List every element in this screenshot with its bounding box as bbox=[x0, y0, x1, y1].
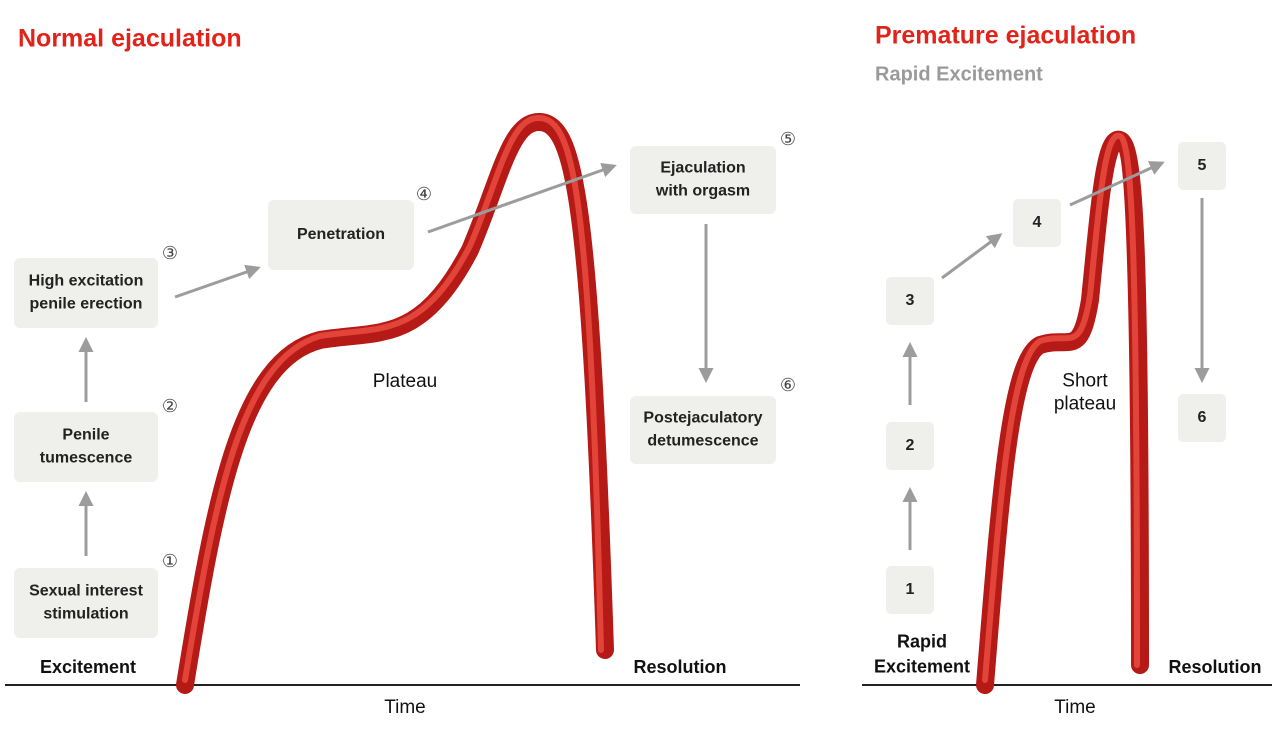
step-marker: ④ bbox=[416, 184, 432, 204]
step-box bbox=[14, 258, 158, 328]
start-label-line: Excitement bbox=[40, 657, 136, 677]
step-number: 1 bbox=[906, 581, 915, 598]
step-label-line: with orgasm bbox=[655, 183, 750, 200]
curve-label: Plateau bbox=[373, 371, 437, 392]
end-label: Resolution bbox=[634, 657, 727, 677]
step-box bbox=[886, 422, 934, 470]
step-box bbox=[268, 200, 414, 270]
step-label-line: Penile bbox=[62, 427, 109, 444]
axis-label: Time bbox=[384, 697, 426, 718]
step-box bbox=[1013, 199, 1061, 247]
start-label: Rapid Excitement bbox=[874, 631, 970, 676]
curve-label-line: plateau bbox=[1054, 394, 1116, 415]
step-number: 5 bbox=[1198, 157, 1207, 174]
step-number: 4 bbox=[1033, 214, 1042, 231]
end-label: Resolution bbox=[1169, 657, 1262, 677]
arrows bbox=[78, 161, 1210, 556]
step-marker: ⑤ bbox=[780, 129, 796, 149]
step-number: 6 bbox=[1198, 409, 1207, 426]
start-label-line: Rapid bbox=[897, 631, 947, 651]
step-marker: ⑥ bbox=[780, 375, 796, 395]
step-number: 3 bbox=[906, 292, 915, 309]
step-label: High excitation penile erection bbox=[29, 273, 144, 313]
step-box bbox=[14, 568, 158, 638]
step-box bbox=[14, 412, 158, 482]
step-label-line: Sexual interest bbox=[29, 583, 144, 600]
step-number: 2 bbox=[906, 437, 915, 454]
step-label-line: High excitation bbox=[29, 273, 144, 290]
step-label-line: penile erection bbox=[30, 296, 143, 313]
curve-label-line: Short bbox=[1062, 371, 1108, 392]
step-box bbox=[886, 566, 934, 614]
step-box bbox=[1178, 394, 1226, 442]
right-subtitle: Rapid Excitement bbox=[875, 63, 1043, 85]
start-label-line: Excitement bbox=[874, 656, 970, 676]
step-box bbox=[630, 146, 776, 214]
step-label-line: tumescence bbox=[40, 450, 133, 467]
step-label-line: Ejaculation bbox=[660, 160, 745, 177]
step-label-line: Penetration bbox=[297, 226, 385, 243]
step-box bbox=[886, 277, 934, 325]
step-label-line: Postejaculatory bbox=[643, 410, 762, 427]
step-box bbox=[1178, 142, 1226, 190]
axis-label: Time bbox=[1054, 697, 1096, 718]
step-box bbox=[630, 396, 776, 464]
curve-highlight bbox=[982, 132, 1140, 683]
start-label: Excitement bbox=[40, 657, 136, 677]
step-marker: ③ bbox=[162, 243, 178, 263]
curve-label: Short plateau bbox=[1054, 371, 1116, 415]
step-label: Postejaculatory detumescence bbox=[643, 410, 762, 450]
step-label-line: stimulation bbox=[43, 606, 128, 623]
step-marker: ② bbox=[162, 396, 178, 416]
step-label: Penile tumescence bbox=[40, 427, 133, 467]
curve-highlight bbox=[182, 115, 604, 683]
left-title: Normal ejaculation bbox=[18, 25, 242, 53]
step-label: Sexual interest stimulation bbox=[29, 583, 144, 623]
right-title: Premature ejaculation bbox=[875, 22, 1136, 50]
step-marker: ① bbox=[162, 551, 178, 571]
curve-label-line: Plateau bbox=[373, 371, 437, 392]
step-label: Ejaculation with orgasm bbox=[655, 160, 750, 200]
step-label-line: detumescence bbox=[647, 433, 758, 450]
step-label: Penetration bbox=[297, 226, 385, 243]
